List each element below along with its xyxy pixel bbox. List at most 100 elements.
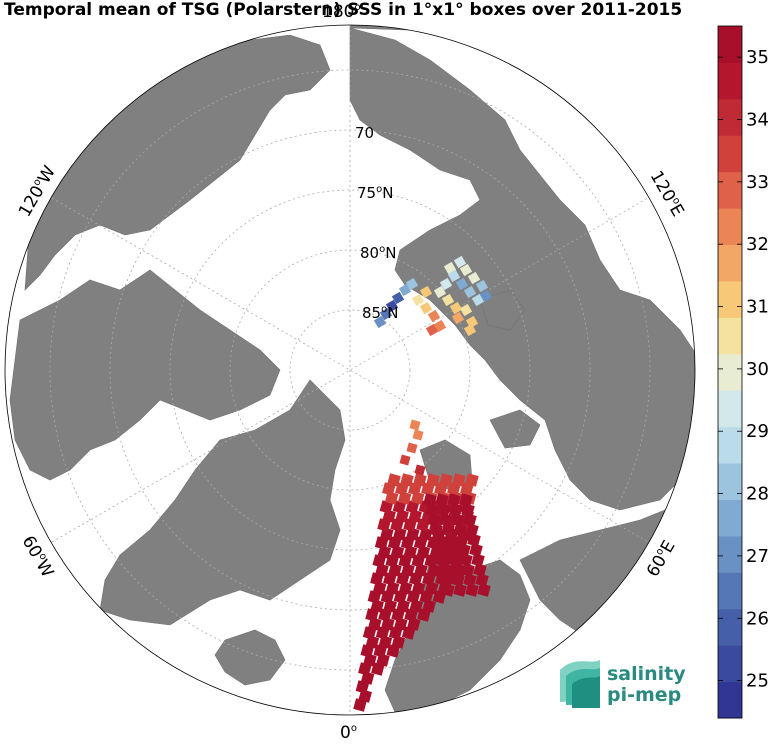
sss-cell xyxy=(408,482,422,496)
colorbar-tick-label: 32 xyxy=(746,234,769,255)
sss-cell xyxy=(441,293,455,307)
colorbar: 25 26 27 28 29 30 31 32 33 34 35 xyxy=(717,25,769,719)
sss-cell xyxy=(419,285,433,299)
colorbar-segments xyxy=(718,26,742,719)
sss-cell xyxy=(459,263,473,277)
sss-cell xyxy=(360,644,374,658)
sss-cell xyxy=(455,533,469,547)
colorbar-segment xyxy=(718,645,742,683)
sss-cell xyxy=(449,503,463,517)
colorbar-tick-label: 27 xyxy=(746,546,769,567)
sss-cell xyxy=(395,509,409,523)
sss-cell xyxy=(377,518,391,532)
colorbar-tick-label: 31 xyxy=(746,297,769,318)
sss-cell xyxy=(413,536,428,550)
sss-cell xyxy=(380,527,394,541)
sss-cell xyxy=(425,503,439,517)
sss-cell xyxy=(451,311,465,325)
sss-cell xyxy=(441,523,455,537)
sss-cell xyxy=(367,590,382,604)
sss-cell xyxy=(453,523,467,537)
sss-cell xyxy=(407,617,421,631)
sss-cell xyxy=(394,617,408,631)
sss-cell xyxy=(401,626,416,640)
sss-cell xyxy=(405,500,420,514)
sss-cell xyxy=(378,608,392,622)
sss-cell xyxy=(411,293,425,307)
sss-cell xyxy=(391,635,406,649)
sss-cell xyxy=(455,277,469,291)
sss-cell xyxy=(353,698,367,712)
sss-cell xyxy=(374,536,389,550)
sss-cell xyxy=(465,315,479,329)
colorbar-frame xyxy=(717,25,743,719)
lat-label-80: 80oN xyxy=(360,244,396,262)
sss-cell xyxy=(469,543,483,557)
sss-cell xyxy=(398,554,412,568)
sss-cell xyxy=(447,269,461,283)
colorbar-segment xyxy=(718,499,742,537)
sss-cell xyxy=(439,513,453,527)
colorbar-segment xyxy=(718,62,742,100)
sss-cell xyxy=(424,581,439,595)
sss-cell xyxy=(463,573,477,587)
polar-map xyxy=(4,24,696,716)
sss-cell xyxy=(422,572,436,586)
sss-cell xyxy=(411,581,426,595)
sss-cell xyxy=(397,491,412,505)
colorbar-tick-label: 35 xyxy=(746,47,769,68)
sss-cell xyxy=(443,533,457,547)
salinity-pi-mep-logo: salinity pi-mep xyxy=(560,660,686,708)
colorbar-tick-label: 28 xyxy=(746,484,769,505)
colorbar-segment xyxy=(718,535,742,573)
sss-cell xyxy=(406,442,418,454)
sss-cell xyxy=(385,581,400,595)
sss-cell xyxy=(433,319,447,333)
sss-cell xyxy=(360,671,375,685)
sss-cell xyxy=(461,563,475,577)
sss-cell xyxy=(387,473,401,487)
colorbar-tick-label: 25 xyxy=(746,671,769,692)
graticule-lat-85 xyxy=(289,309,411,431)
colorbar-tick-label: 29 xyxy=(746,421,769,442)
figure-title: Temporal mean of TSG (Polarstern) SSS in… xyxy=(4,0,682,20)
sss-cell xyxy=(465,523,479,537)
sss-cell xyxy=(379,307,393,321)
sss-cell xyxy=(427,563,441,577)
sss-cell xyxy=(477,583,491,597)
colorbar-segment xyxy=(718,135,742,173)
sss-cell xyxy=(387,536,402,550)
sss-cell xyxy=(459,553,473,567)
sss-cell xyxy=(405,277,419,291)
sss-cell xyxy=(439,573,453,587)
sss-cell xyxy=(460,482,474,496)
sss-cell xyxy=(393,590,408,604)
sss-cell xyxy=(403,545,418,559)
sss-cell xyxy=(371,662,385,676)
sss-cell xyxy=(467,271,481,285)
sss-cell xyxy=(382,482,396,496)
colorbar-tick-label: 30 xyxy=(746,359,769,380)
sss-cell xyxy=(437,503,451,517)
colorbar-segment xyxy=(718,171,742,209)
graticule-lat-75 xyxy=(169,189,531,551)
sss-cell xyxy=(411,554,425,568)
sss-cell xyxy=(412,429,424,441)
colorbar-segment xyxy=(718,280,742,318)
sss-cell xyxy=(434,482,448,496)
logo-line-1: salinity xyxy=(607,663,686,685)
sss-cell xyxy=(404,608,418,622)
sss-cell xyxy=(479,289,493,303)
colorbar-segment xyxy=(718,608,742,646)
landmass-franz-josef xyxy=(489,409,541,449)
sss-cell xyxy=(401,563,415,577)
sss-cell xyxy=(422,599,436,613)
sss-cell xyxy=(414,563,428,577)
sss-cell xyxy=(457,543,471,557)
sss-cell xyxy=(424,554,438,568)
sss-cell xyxy=(383,572,397,586)
sss-cell xyxy=(427,309,441,323)
sss-cell xyxy=(403,518,417,532)
colorbar-segment xyxy=(718,353,742,391)
sss-cell xyxy=(426,473,440,487)
